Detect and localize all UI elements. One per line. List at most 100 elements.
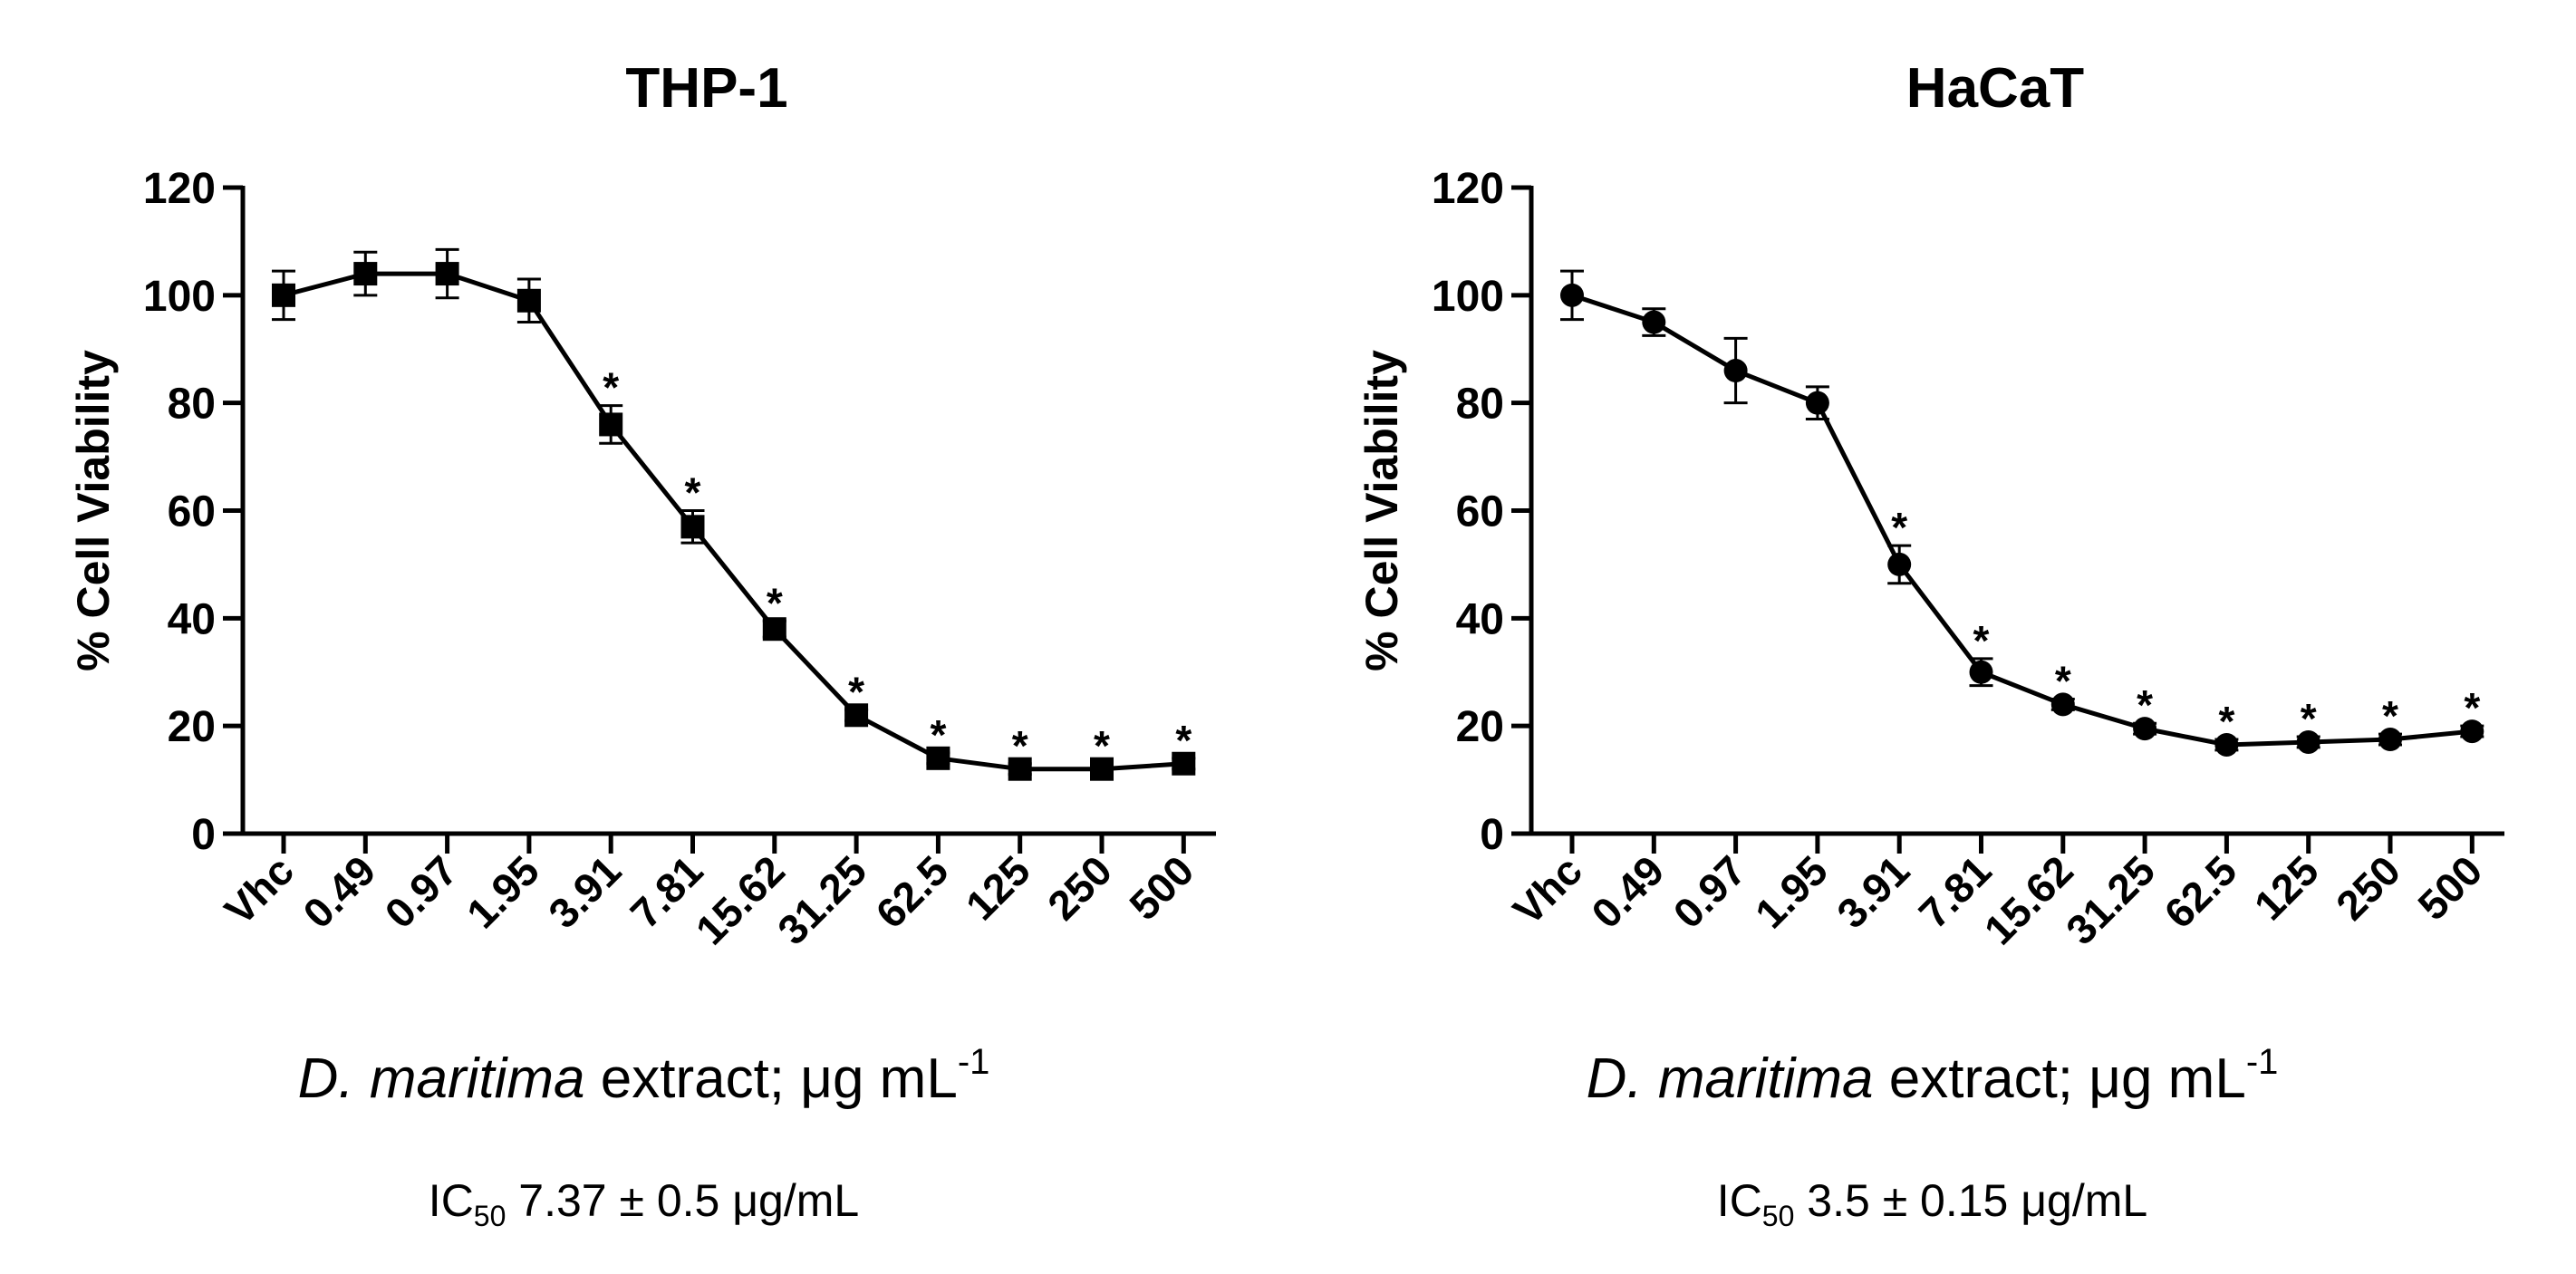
- x-tick-label: 1.95: [458, 846, 548, 937]
- chart-title: THP-1: [625, 57, 787, 120]
- x-tick-label: 0.49: [294, 846, 384, 937]
- significance-asterisk: *: [1175, 717, 1192, 764]
- ic50-subscript: 50: [473, 1200, 507, 1232]
- chart-hacat: HaCaT% Cell Viability020406080100120Vhc0…: [1356, 57, 2504, 953]
- series-line: [1571, 293, 2473, 748]
- data-point: [1008, 757, 1032, 781]
- y-tick-label: 80: [168, 381, 216, 429]
- data-point: [2460, 719, 2484, 744]
- ic50-subscript: 50: [1761, 1200, 1795, 1232]
- chart-panel-thp1: THP-1% Cell Viability 0 20 40 60 80 100 120 Vhc 0…: [0, 57, 1288, 1231]
- x-tick-label: 15.62: [1975, 846, 2082, 953]
- x-tick-label: 125: [2245, 846, 2328, 929]
- significance-asterisk: *: [603, 364, 619, 411]
- data-point: [1969, 660, 1993, 684]
- x-axis-label-unit: extract; μg mL: [1888, 1047, 2246, 1110]
- significance-asterisk: *: [2464, 684, 2480, 731]
- x-tick-label: 15.62: [687, 846, 794, 953]
- x-axis-label-exponent: -1: [957, 1042, 990, 1083]
- chart-thp1: THP-1% Cell Viability020406080100120Vhc0…: [68, 57, 1216, 953]
- x-tick-label: 500: [2408, 846, 2491, 929]
- data-point: [1805, 391, 1829, 415]
- x-axis-label: D. maritima extract; μg mL-1: [0, 1044, 1288, 1107]
- data-point: [844, 703, 869, 728]
- y-tick-label: 60: [168, 488, 216, 536]
- x-tick-label: 1.95: [1746, 846, 1837, 937]
- y-tick-label: 0: [1480, 811, 1504, 859]
- x-tick-label: Vhc: [1504, 846, 1591, 933]
- data-point: [516, 288, 541, 313]
- y-tick-label: 120: [1432, 165, 1504, 213]
- significance-asterisk: *: [930, 711, 946, 758]
- y-tick-label: 20: [1456, 703, 1504, 751]
- data-point: [1723, 359, 1748, 383]
- x-tick-label: 0.97: [1664, 846, 1755, 937]
- y-tick-label: 100: [1432, 273, 1504, 321]
- data-point: [2133, 717, 2157, 741]
- data-point: [762, 617, 786, 642]
- y-tick-label: 40: [168, 595, 216, 643]
- data-point: [1090, 757, 1114, 781]
- significance-asterisk: *: [1012, 722, 1028, 769]
- x-axis-label-species: D. maritima: [1586, 1047, 1874, 1110]
- x-tick-label: 62.5: [866, 846, 957, 937]
- y-tick-label: 60: [1456, 488, 1504, 536]
- significance-asterisk: *: [685, 469, 701, 516]
- ic50-prefix: IC: [428, 1175, 474, 1226]
- chart-panel-hacat: HaCaT% Cell Viability 0 20 40 60 80 100 120 Vhc 0…: [1288, 0, 2576, 1274]
- x-axis-label-exponent: -1: [2245, 1042, 2279, 1083]
- data-point: [1560, 283, 1584, 307]
- significance-asterisk: *: [2301, 695, 2317, 742]
- data-point: [1172, 751, 1196, 776]
- significance-asterisk: *: [767, 579, 783, 626]
- data-point: [926, 746, 950, 770]
- significance-asterisk: *: [1891, 504, 1907, 551]
- y-axis-label: % Cell Viability: [1356, 350, 1407, 671]
- x-tick-label: 250: [1038, 846, 1121, 929]
- significance-asterisk: *: [2382, 692, 2398, 739]
- data-point: [353, 262, 378, 286]
- y-tick-label: 80: [1456, 381, 1504, 429]
- significance-asterisk: *: [1973, 617, 1990, 664]
- x-axis-label-unit: extract; μg mL: [600, 1047, 958, 1110]
- series-line: [283, 271, 1184, 772]
- x-tick-label: 125: [957, 846, 1039, 929]
- y-tick-label: 0: [191, 811, 216, 859]
- y-axis-label: % Cell Viability: [68, 350, 119, 671]
- y-tick-label: 120: [143, 165, 216, 213]
- x-tick-label: 250: [2327, 846, 2409, 929]
- data-point: [272, 283, 295, 307]
- ic50-value: 7.37 ± 0.5 μg/mL: [518, 1175, 860, 1226]
- data-point: [435, 262, 459, 286]
- data-point: [1887, 552, 1912, 576]
- ic50-label: IC50 7.37 ± 0.5 μg/mL: [0, 1175, 1288, 1231]
- x-tick-label: 31.25: [2057, 846, 2164, 953]
- x-tick-label: 3.91: [1828, 846, 1918, 937]
- significance-asterisk: *: [2055, 657, 2071, 704]
- data-point: [2296, 729, 2320, 754]
- significance-asterisk: *: [848, 668, 864, 715]
- data-point: [2214, 732, 2239, 757]
- significance-asterisk: *: [1094, 722, 1110, 769]
- y-tick-label: 40: [1456, 595, 1504, 643]
- x-tick-label: 0.49: [1582, 846, 1673, 937]
- x-axis-label: D. maritima extract; μg mL-1: [1288, 1044, 2576, 1107]
- x-axis-label-species: D. maritima: [297, 1047, 585, 1110]
- data-point: [2050, 692, 2075, 717]
- chart-title: HaCaT: [1906, 57, 2085, 120]
- x-tick-label: 3.91: [539, 846, 630, 937]
- y-tick-label: 20: [168, 703, 216, 751]
- x-tick-label: 500: [1120, 846, 1202, 929]
- data-point: [680, 515, 705, 539]
- x-tick-label: 62.5: [2155, 846, 2245, 937]
- data-point: [1642, 310, 1666, 334]
- ic50-value: 3.5 ± 0.15 μg/mL: [1807, 1175, 2148, 1226]
- data-point: [2378, 728, 2402, 752]
- data-point: [599, 412, 623, 437]
- x-tick-label: Vhc: [216, 846, 303, 933]
- significance-asterisk: *: [2218, 698, 2234, 745]
- y-tick-label: 100: [143, 273, 216, 321]
- x-tick-label: 0.97: [376, 846, 467, 937]
- x-tick-label: 31.25: [768, 846, 875, 953]
- ic50-label: IC50 3.5 ± 0.15 μg/mL: [1288, 1175, 2576, 1231]
